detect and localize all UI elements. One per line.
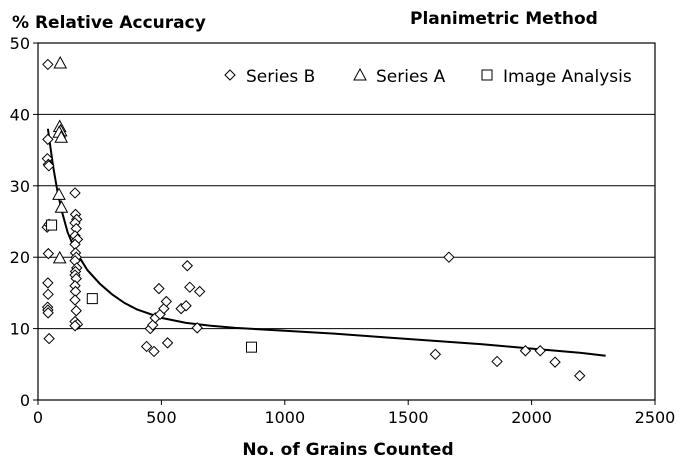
series-b-point	[140, 340, 153, 353]
legend-label: Image Analysis	[503, 67, 632, 87]
y-tick-label: 20	[10, 248, 30, 267]
series-a-point	[54, 130, 69, 143]
series-b-point	[193, 285, 206, 298]
series-b-point	[43, 332, 55, 345]
series-b-point	[42, 277, 54, 289]
series-b-point	[574, 370, 586, 382]
image-analysis-point	[245, 341, 257, 353]
series-b-point	[549, 356, 561, 368]
series-b-point	[43, 160, 55, 172]
series-b-point	[519, 345, 532, 357]
legend: Series B Series A Image Analysis	[224, 67, 632, 87]
legend-marker	[224, 69, 236, 81]
legend-label: Series A	[376, 67, 446, 87]
x-tick-label: 0	[33, 408, 43, 427]
legend-marker	[481, 69, 493, 81]
series-b-point	[42, 288, 54, 301]
data-points	[41, 55, 586, 382]
series-b-point	[491, 355, 503, 368]
series-b-point	[429, 348, 442, 361]
series-b-point	[184, 281, 196, 293]
series-b-point	[181, 260, 194, 272]
legend-marker	[353, 67, 367, 81]
series-a-point	[52, 187, 66, 200]
series-b-point	[160, 295, 173, 308]
series-b-point	[161, 337, 174, 349]
y-tick-label: 10	[10, 320, 30, 339]
gridlines	[38, 113, 655, 330]
x-tick-label: 1000	[264, 408, 305, 427]
x-tick-label: 1500	[388, 408, 429, 427]
x-tick-label: 2500	[635, 408, 676, 427]
series-b-point	[180, 300, 192, 312]
x-tick-label: 2000	[511, 408, 552, 427]
y-tick-label: 30	[10, 177, 30, 196]
trendline-layer	[46, 128, 606, 357]
y-tick-label: 0	[20, 391, 30, 410]
series-b-point	[148, 345, 160, 358]
x-tick-label: 500	[146, 408, 177, 427]
series-b-point	[70, 305, 82, 317]
series-b-point	[42, 307, 54, 319]
image-analysis-point	[86, 293, 98, 305]
y-axis-title: % Relative Accuracy	[12, 13, 206, 33]
series-b-point	[443, 251, 455, 263]
series-a-point	[52, 250, 67, 264]
x-axis-title: No. of Grains Counted	[242, 440, 453, 460]
plot-frame	[37, 42, 656, 401]
series-b-point	[153, 282, 165, 295]
series-b-point	[42, 247, 55, 260]
series-b-point	[69, 187, 81, 199]
series-a-point	[53, 55, 68, 69]
series-b-point	[191, 322, 203, 334]
series-b-point	[69, 294, 81, 306]
series-b-point	[42, 58, 54, 71]
legend-label: Series B	[246, 67, 315, 87]
y-tick-label: 50	[10, 34, 30, 53]
series-b-point	[69, 320, 81, 332]
y-tick-label: 40	[10, 105, 30, 124]
series-b-point	[534, 345, 546, 357]
series-a-point	[54, 200, 69, 213]
trendline	[46, 128, 606, 357]
series-b-point	[42, 133, 54, 146]
image-analysis-point	[46, 219, 58, 231]
chart-title: Planimetric Method	[410, 9, 598, 29]
